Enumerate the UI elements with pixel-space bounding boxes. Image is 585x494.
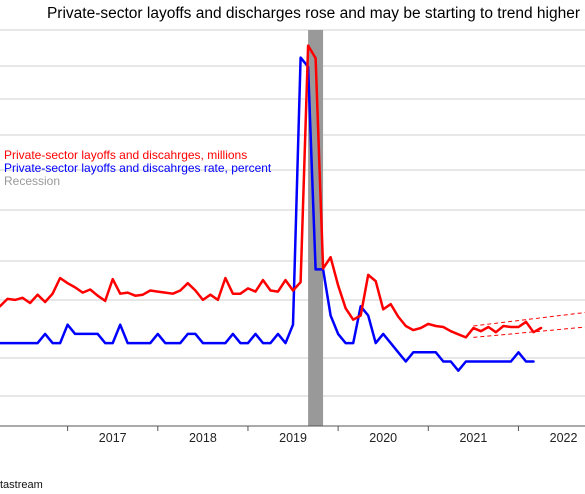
series-line-layoffs-rate [0,56,535,372]
x-tick-label-2018: 2018 [189,431,217,445]
x-tick-label-2019: 2019 [279,431,307,445]
source-note: tastream [0,479,43,491]
x-tick-label-2022: 2022 [550,431,578,445]
trend-line-lower [473,326,585,338]
legend: Private-sector layoffs and discahrges, m… [4,148,272,188]
legend-entry-layoffs-rate: Private-sector layoffs and discahrges ra… [4,161,272,175]
x-tick-label-2021: 2021 [459,431,487,445]
trend-line-upper [473,312,585,327]
series-lines [0,44,543,372]
trend-lines [473,312,585,338]
legend-entry-layoffs-millions: Private-sector layoffs and discahrges, m… [4,148,247,162]
legend-entry-recession: Recession [4,174,60,188]
x-tick-label-2017: 2017 [99,431,127,445]
series-line-layoffs-millions [0,44,543,339]
grid [0,29,585,397]
x-axis-ticks: 2017 2018 2019 2020 2021 2022 [67,426,578,445]
x-tick-label-2020: 2020 [369,431,397,445]
chart-title: Private-sector layoffs and discharges ro… [47,5,580,22]
